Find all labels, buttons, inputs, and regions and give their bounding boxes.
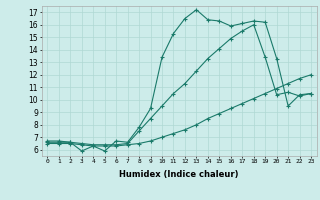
X-axis label: Humidex (Indice chaleur): Humidex (Indice chaleur) [119,170,239,179]
